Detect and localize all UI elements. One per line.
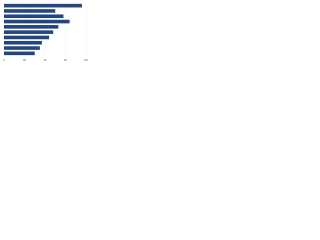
bar xyxy=(4,51,35,56)
bar xyxy=(4,46,40,50)
x-tick-label: 60 xyxy=(64,58,68,62)
bar xyxy=(4,9,56,13)
bar xyxy=(4,3,82,8)
x-tick-label: 0 xyxy=(3,58,5,62)
bar xyxy=(4,14,64,19)
bar xyxy=(4,25,59,29)
bar xyxy=(4,19,70,24)
x-tick-label: 80 xyxy=(84,58,88,62)
bar xyxy=(4,35,50,40)
bar xyxy=(4,30,54,34)
chart: 0 20 40 60 80 xyxy=(3,3,88,62)
page: {"chart_data": {"type": "bar", "orientat… xyxy=(0,0,100,71)
x-tick-label: 40 xyxy=(43,58,47,62)
bar xyxy=(4,40,42,45)
x-tick-label: 20 xyxy=(23,58,27,62)
